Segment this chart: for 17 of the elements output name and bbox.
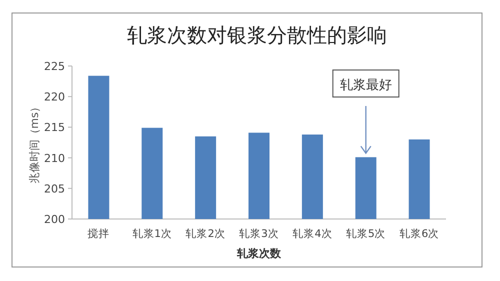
x-axis-title: 轧浆次数 bbox=[236, 247, 282, 260]
y-tick-label: 210 bbox=[44, 152, 65, 165]
x-tick-label: 轧浆2次 bbox=[186, 228, 226, 240]
x-tick-label: 搅拌 bbox=[88, 227, 110, 240]
x-tick-label: 轧浆3次 bbox=[239, 228, 279, 240]
x-tick-label: 轧浆6次 bbox=[399, 228, 440, 240]
x-tick-label: 轧浆4次 bbox=[292, 228, 332, 240]
y-tick-label: 225 bbox=[44, 60, 65, 73]
x-tick-label: 轧浆5次 bbox=[346, 228, 386, 240]
y-tick-label: 215 bbox=[44, 121, 65, 134]
annotation: 轧浆最好 bbox=[340, 78, 392, 93]
y-axis-title: 兆像时间（ms） bbox=[28, 101, 41, 184]
y-tick-label: 220 bbox=[44, 90, 65, 104]
y-tick-label: 205 bbox=[44, 182, 65, 196]
x-tick-label: 轧浆1次 bbox=[132, 228, 172, 240]
y-tick-label: 200 bbox=[44, 213, 65, 226]
chart-title: 轧浆次数对银浆分散性的影响 bbox=[127, 23, 387, 47]
